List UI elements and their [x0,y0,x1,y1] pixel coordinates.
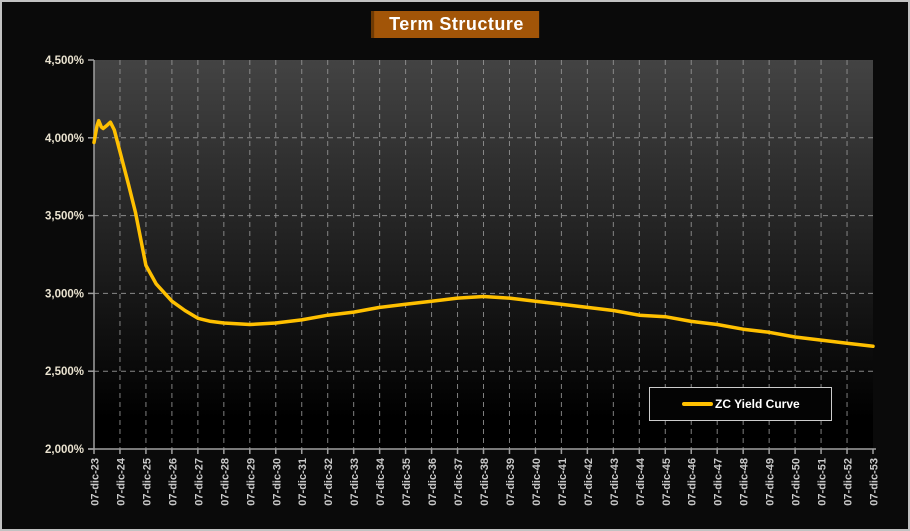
x-axis-tick-label: 07-dic-47 [713,458,725,506]
y-axis-tick-label: 2,500% [45,366,84,378]
legend-line-sample [682,402,713,406]
x-axis-tick-label: 07-dic-31 [297,458,309,506]
x-axis-tick-label: 07-dic-49 [765,458,777,506]
x-axis-tick-label: 07-dic-53 [869,458,881,506]
x-axis-tick-label: 07-dic-48 [739,458,751,506]
zc-yield-curve-line [92,118,875,349]
y-axis-tick-label: 4,000% [45,133,84,145]
x-axis-tick-label: 07-dic-26 [167,458,179,506]
y-axis-tick-label: 3,000% [45,288,84,300]
x-axis-tick-label: 07-dic-51 [817,458,829,506]
x-axis-tick-label: 07-dic-50 [791,458,803,506]
x-axis-tick-label: 07-dic-29 [245,458,257,506]
x-axis-tick-label: 07-dic-46 [687,458,699,506]
x-axis-tick-label: 07-dic-34 [375,457,387,506]
x-axis-tick-label: 07-dic-43 [609,458,621,506]
x-axis-tick-label: 07-dic-37 [453,458,465,506]
x-axis-tick-label: 07-dic-41 [557,458,569,506]
x-axis-tick-label: 07-dic-35 [401,458,413,506]
x-axis-tick-label: 07-dic-40 [531,458,543,506]
x-axis-tick-label: 07-dic-39 [505,458,517,506]
x-axis-tick-label: 07-dic-45 [661,458,673,506]
legend: ZC Yield Curve [649,387,832,421]
x-axis-tick-label: 07-dic-27 [193,458,205,506]
y-axis-tick-label: 2,000% [45,444,84,456]
chart-title: Term Structure [371,11,539,38]
x-axis-tick-label: 07-dic-42 [583,458,595,506]
y-axis-tick-label: 4,500% [45,55,84,67]
y-axis-tick-label: 3,500% [45,211,84,223]
x-axis-tick-label: 07-dic-33 [349,458,361,506]
x-axis-tick-label: 07-dic-32 [323,458,335,506]
x-axis-tick-label: 07-dic-23 [90,458,102,506]
x-axis-tick-label: 07-dic-25 [141,458,153,506]
x-axis-tick-label: 07-dic-28 [219,458,231,506]
x-axis-tick-label: 07-dic-36 [427,458,439,506]
x-axis-tick-label: 07-dic-52 [843,458,855,506]
x-axis-tick-label: 07-dic-30 [271,458,283,506]
x-axis-tick-label: 07-dic-38 [479,458,491,506]
legend-label: ZC Yield Curve [715,397,800,411]
x-axis-tick-label: 07-dic-44 [635,457,647,506]
x-axis-tick-label: 07-dic-24 [115,457,127,506]
